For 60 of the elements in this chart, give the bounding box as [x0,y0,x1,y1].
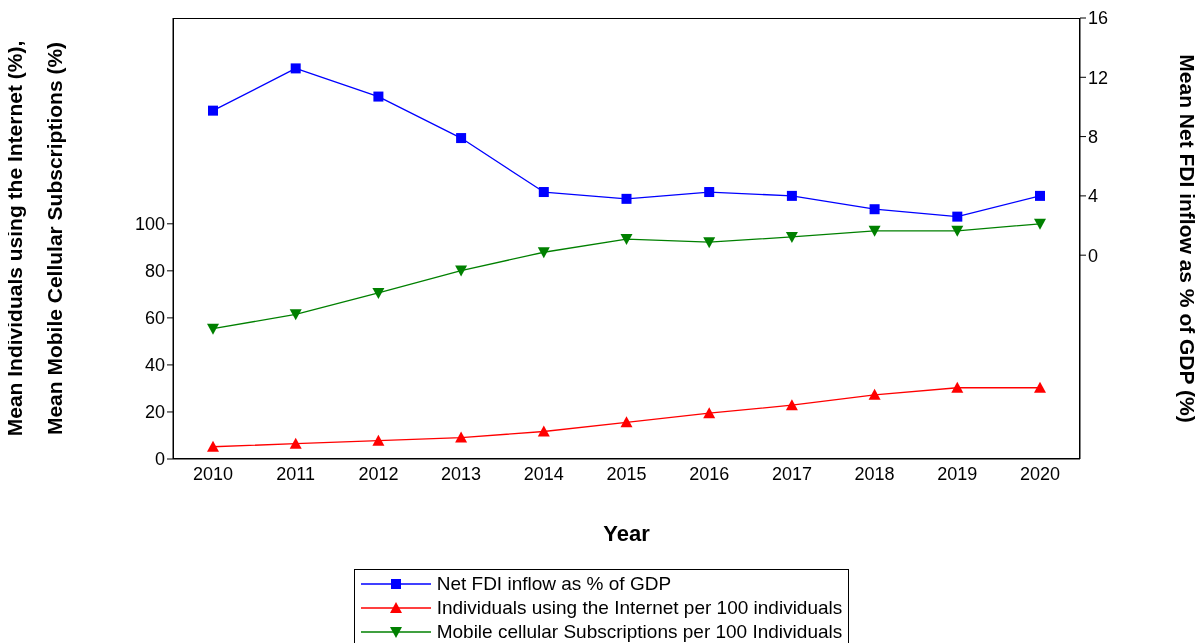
y-tick-label: 60 [144,308,165,329]
y-tick-label: 100 [134,214,165,235]
x-tick-label: 2015 [606,463,647,484]
x-tick-label: 2012 [358,463,399,484]
point [620,416,633,428]
point [456,133,467,144]
x-tick-label: 2018 [854,463,895,484]
y2-tick-label: 0 [1088,245,1099,266]
x-tick-label: 2014 [523,463,564,484]
point [785,231,798,243]
point [1034,218,1046,230]
point [704,187,715,198]
point [372,434,385,446]
point [703,237,716,249]
point [537,247,550,259]
point [455,265,468,277]
point [289,309,302,321]
point [869,204,880,215]
point [786,190,797,201]
point [868,388,881,400]
x-tick-label: 2010 [192,463,234,484]
legend-label: Net FDI inflow as % of GDP [436,573,672,595]
x-tick-label: 2017 [771,463,812,484]
x-tick-label: 2013 [441,463,482,484]
legend-label: Mobile cellular Subscriptions per 100 Individuals [436,621,843,643]
point [951,381,964,393]
point [1035,190,1045,201]
point [703,407,716,419]
point [207,323,219,335]
point [952,211,963,222]
point [620,234,633,246]
y-tick-label: 0 [154,449,165,470]
legend-label: Individuals using the Internet per 100 individuals [436,597,843,619]
y-tick-label: 40 [144,355,165,376]
point [455,431,468,443]
point [538,187,549,198]
x-tick-label: 2016 [689,463,730,484]
point [868,225,881,237]
point [785,399,798,411]
y-tick-label: 80 [144,261,165,282]
point [951,225,964,237]
point [621,193,632,204]
point [207,440,219,452]
x-axis-title: Year [603,521,651,546]
point [537,425,550,437]
x-tick-label: 2019 [937,463,978,484]
y2-tick-label: 8 [1088,126,1099,147]
point [372,287,385,299]
point [373,91,384,102]
y2-tick-label: 4 [1088,186,1099,207]
point [1034,381,1046,393]
point [290,63,301,74]
y-tick-label: 20 [144,402,165,423]
x-tick-label: 2011 [276,463,316,484]
y2-axis-title: Mean Net FDI inflow as % of GDP (%) [1176,54,1195,423]
point [208,105,218,116]
y2-tick-label: 12 [1088,67,1109,88]
point [289,437,302,449]
y2-tick-label: 16 [1088,8,1109,29]
x-tick-label: 2020 [1019,463,1061,484]
